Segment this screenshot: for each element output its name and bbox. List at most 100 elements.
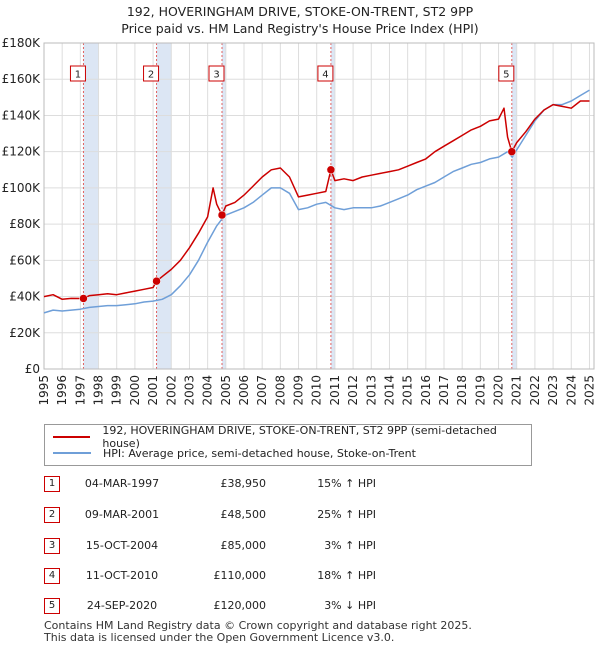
- x-tick-label: 2020: [492, 375, 506, 406]
- y-tick-label: £160K: [2, 72, 42, 86]
- sale-label-box: [208, 65, 225, 82]
- sale-hpi-diff: 25% ↑ HPI: [317, 508, 376, 521]
- sale-label-box: [69, 65, 86, 82]
- x-tick-label: 2024: [564, 375, 578, 406]
- sale-band: [511, 43, 517, 369]
- x-tick-label: 1997: [73, 375, 87, 406]
- sale-date: 11-OCT-2010: [85, 569, 159, 582]
- sale-label: 2: [148, 70, 154, 81]
- x-tick-label: 2022: [528, 375, 542, 406]
- sale-point: [326, 165, 336, 175]
- x-tick-label: 2003: [182, 375, 196, 406]
- y-tick-label: £40K: [9, 290, 41, 304]
- x-tick-label: 2009: [292, 375, 306, 406]
- sale-label: 1: [75, 70, 81, 81]
- sale-number-badge: 5: [44, 598, 60, 614]
- x-tick-label: 1999: [110, 375, 124, 406]
- sale-band: [222, 43, 226, 369]
- x-tick-label: 2013: [364, 375, 378, 406]
- sale-point: [152, 276, 161, 286]
- sale-point: [217, 210, 227, 220]
- sale-label-box: [143, 65, 160, 82]
- sale-hpi-diff: 3% ↑ HPI: [324, 539, 376, 552]
- x-tick-label: 2016: [419, 375, 433, 406]
- y-tick-label: £120K: [2, 145, 42, 159]
- x-tick-label: 2008: [273, 375, 287, 406]
- x-tick-label: 2012: [346, 375, 360, 406]
- chart-legend: 192, HOVERINGHAM DRIVE, STOKE-ON-TRENT, …: [44, 424, 532, 466]
- sale-band: [83, 43, 99, 369]
- sale-point: [79, 294, 88, 303]
- sale-row: 5 24-SEP-2020 £120,000 3% ↓ HPI: [44, 598, 464, 614]
- sale-label-box: [317, 65, 334, 82]
- chart-subtitle: Price paid vs. HM Land Registry's House …: [121, 21, 479, 36]
- sale-row: 1 04-MAR-1997 £38,950 15% ↑ HPI: [44, 476, 464, 492]
- sale-row: 2 09-MAR-2001 £48,500 25% ↑ HPI: [44, 507, 464, 523]
- sale-number-badge: 1: [44, 476, 60, 492]
- footer-copyright: Contains HM Land Registry data © Crown c…: [44, 619, 472, 632]
- sale-price: £38,950: [220, 477, 267, 490]
- legend-swatch-property: [53, 436, 91, 438]
- x-tick-label: 1995: [37, 375, 51, 406]
- x-tick-label: 2000: [128, 375, 142, 406]
- x-tick-label: 2007: [255, 375, 269, 406]
- sale-label: 5: [503, 70, 509, 81]
- x-tick-label: 2010: [310, 375, 324, 406]
- price-chart: £0 £20K £40K £60K £80K £100K £120K £140K £160K £1…: [2, 36, 597, 406]
- footer-notice: Contains HM Land Registry data © Crown c…: [44, 620, 472, 644]
- x-tick-label: 2025: [582, 375, 596, 406]
- x-tick-label: 2004: [201, 375, 215, 406]
- y-tick-label: £60K: [9, 253, 41, 267]
- sale-date: 24-SEP-2020: [86, 599, 158, 612]
- sale-date: 09-MAR-2001: [84, 508, 160, 521]
- legend-item-property: 192, HOVERINGHAM DRIVE, STOKE-ON-TRENT, …: [53, 424, 531, 450]
- sale-hpi-diff: 15% ↑ HPI: [317, 477, 376, 490]
- x-tick-label: 2018: [455, 375, 469, 406]
- x-tick-label: 2019: [473, 375, 487, 406]
- x-tick-label: 2021: [510, 375, 524, 406]
- sale-row: 4 11-OCT-2010 £110,000 18% ↑ HPI: [44, 568, 464, 584]
- sale-number-badge: 3: [44, 538, 60, 554]
- plot-frame: [43, 42, 595, 370]
- x-tick-label: 2001: [146, 375, 160, 406]
- x-tick-label: 2023: [546, 375, 560, 406]
- sale-point: [507, 147, 517, 156]
- sale-price: £120,000: [213, 599, 267, 612]
- sale-band: [156, 43, 172, 369]
- sale-number-badge: 2: [44, 507, 60, 523]
- sale-label: 3: [213, 70, 219, 81]
- y-tick-label: £180K: [2, 36, 42, 50]
- y-tick-label: £140K: [2, 108, 42, 122]
- sale-label-box: [498, 65, 515, 82]
- x-tick-label: 2014: [382, 375, 396, 406]
- x-tick-label: 2011: [328, 375, 342, 406]
- x-tick-label: 2002: [164, 375, 178, 406]
- footer-licence: This data is licensed under the Open Gov…: [44, 631, 395, 644]
- legend-label-hpi: HPI: Average price, semi-detached house,…: [103, 446, 416, 460]
- sale-hpi-diff: 3% ↓ HPI: [324, 599, 376, 612]
- sale-date: 04-MAR-1997: [84, 477, 160, 490]
- x-tick-label: 1998: [92, 375, 106, 406]
- y-tick-label: £0: [25, 362, 40, 376]
- x-tick-label: 2005: [219, 375, 233, 406]
- sale-date: 15-OCT-2004: [85, 539, 159, 552]
- property-price-line: [43, 100, 590, 301]
- legend-swatch-hpi: [53, 452, 91, 454]
- legend-item-hpi: HPI: Average price, semi-detached house,…: [53, 445, 416, 461]
- x-tick-label: 2015: [401, 375, 415, 406]
- legend-label-property: 192, HOVERINGHAM DRIVE, STOKE-ON-TRENT, …: [102, 424, 497, 450]
- sale-price: £110,000: [213, 569, 267, 582]
- sale-price: £85,000: [220, 539, 267, 552]
- x-tick-label: 2017: [437, 375, 451, 406]
- sale-row: 3 15-OCT-2004 £85,000 3% ↑ HPI: [44, 538, 464, 554]
- x-tick-label: 1996: [55, 375, 69, 406]
- chart-title: 192, HOVERINGHAM DRIVE, STOKE-ON-TRENT, …: [126, 4, 474, 19]
- x-tick-label: 2006: [237, 375, 251, 406]
- sale-label: 4: [322, 70, 328, 81]
- sale-number-badge: 4: [44, 568, 60, 584]
- plot-area: [44, 43, 594, 369]
- y-tick-label: £20K: [9, 326, 41, 340]
- sale-hpi-diff: 18% ↑ HPI: [317, 569, 376, 582]
- y-tick-label: £80K: [9, 217, 41, 231]
- y-tick-label: £100K: [2, 181, 42, 195]
